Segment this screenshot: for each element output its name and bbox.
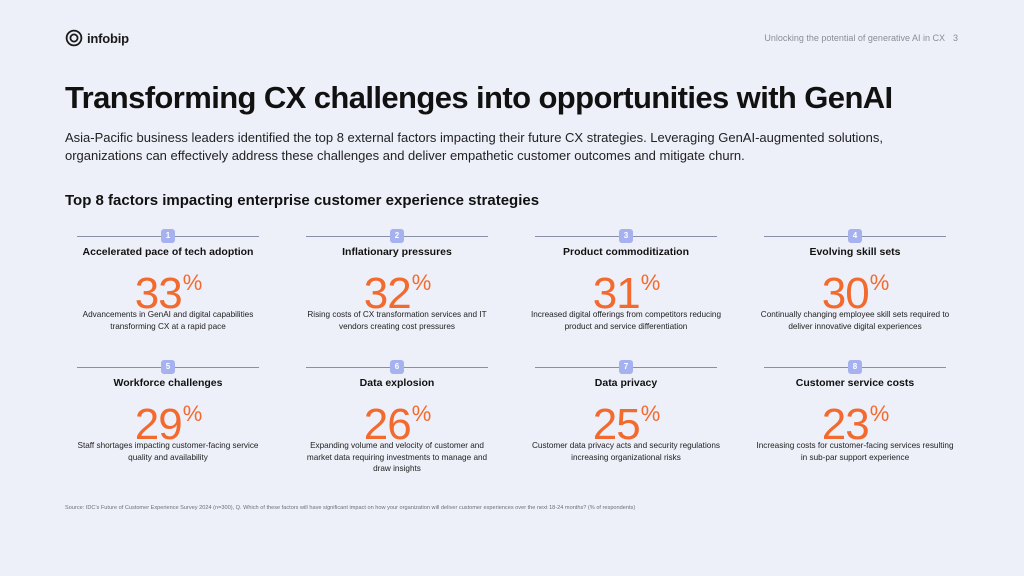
factor-title: Workforce challenges [113,377,223,389]
percentage-sign: % [640,270,661,295]
page-header: Unlocking the potential of generative AI… [764,33,958,43]
factor-title: Accelerated pace of tech adoption [82,246,254,258]
percentage-sign: % [869,401,890,426]
intro-paragraph: Asia-Pacific business leaders identified… [65,130,883,163]
factor-percentage: 31% [523,259,729,318]
rank-badge: 2 [390,229,404,243]
infobip-logo-icon [65,29,83,47]
percentage-value: 33 [134,269,183,318]
factor-title: Customer service costs [795,377,915,389]
rank-badge: 4 [848,229,862,243]
factor-percentage: 26% [294,390,500,449]
factor-description: Increasing costs for customer-facing ser… [756,441,954,462]
factor-description: Continually changing employee skill sets… [760,310,950,331]
rank-badge: 3 [619,229,633,243]
factor-card: 3 Product commoditization 31% Increased dig… [523,229,729,360]
factor-card: 6 Data explosion 26% Expanding volume and v… [294,360,500,491]
document-title: Unlocking the potential of generative AI… [764,33,945,43]
factor-title: Inflationary pressures [342,246,452,258]
factor-percentage: 25% [523,390,729,449]
percentage-value: 32 [363,269,412,318]
factor-description: Customer data privacy acts and security … [532,441,720,462]
rank-badge: 5 [161,360,175,374]
percentage-sign: % [869,270,890,295]
factor-description: Increased digital offerings from competi… [530,310,722,331]
factor-title: Data privacy [594,377,658,389]
page-title: Transforming CX challenges into opportun… [65,80,893,115]
factor-card: 5 Workforce challenges 29% Staff shortages … [65,360,271,491]
percentage-sign: % [411,401,432,426]
percentage-sign: % [182,401,203,426]
factor-description: Rising costs of CX transformation servic… [307,310,487,331]
factor-description: Expanding volume and velocity of custome… [306,441,488,473]
factor-title: Product commoditization [563,246,689,258]
factor-title: Evolving skill sets [809,246,901,258]
factor-card: 7 Data privacy 25% Customer data privacy ac… [523,360,729,491]
percentage-value: 25 [592,400,641,449]
factor-percentage: 33% [65,259,271,318]
factor-percentage: 30% [752,259,958,318]
factors-grid: 1 Accelerated pace of tech adoption 33% Adv… [65,229,960,491]
brand-logo: infobip [65,29,129,47]
percentage-value: 26 [363,400,412,449]
factor-percentage: 23% [752,390,958,449]
percentage-value: 29 [134,400,183,449]
rank-badge: 6 [390,360,404,374]
factor-card: 2 Inflationary pressures 32% Rising costs o… [294,229,500,360]
rank-badge: 8 [848,360,862,374]
source-note: Source: IDC's Future of Customer Experie… [65,505,636,511]
factor-description: Advancements in GenAI and digital capabi… [82,310,254,331]
rank-badge: 7 [619,360,633,374]
factor-card: 4 Evolving skill sets 30% Continually chang… [752,229,958,360]
section-title: Top 8 factors impacting enterprise custo… [65,192,540,209]
percentage-value: 31 [592,269,641,318]
brand-name: infobip [87,30,129,46]
factor-card: 8 Customer service costs 23% Increasing cos… [752,360,958,491]
factor-title: Data explosion [359,377,435,389]
factor-card: 1 Accelerated pace of tech adoption 33% Adv… [65,229,271,360]
percentage-value: 23 [821,400,870,449]
percentage-sign: % [640,401,661,426]
page-number: 3 [952,33,958,43]
percentage-sign: % [182,270,203,295]
factor-percentage: 29% [65,390,271,449]
percentage-value: 30 [821,269,870,318]
factor-description: Staff shortages impacting customer-facin… [77,441,259,462]
factor-percentage: 32% [294,259,500,318]
percentage-sign: % [411,270,432,295]
rank-badge: 1 [161,229,175,243]
